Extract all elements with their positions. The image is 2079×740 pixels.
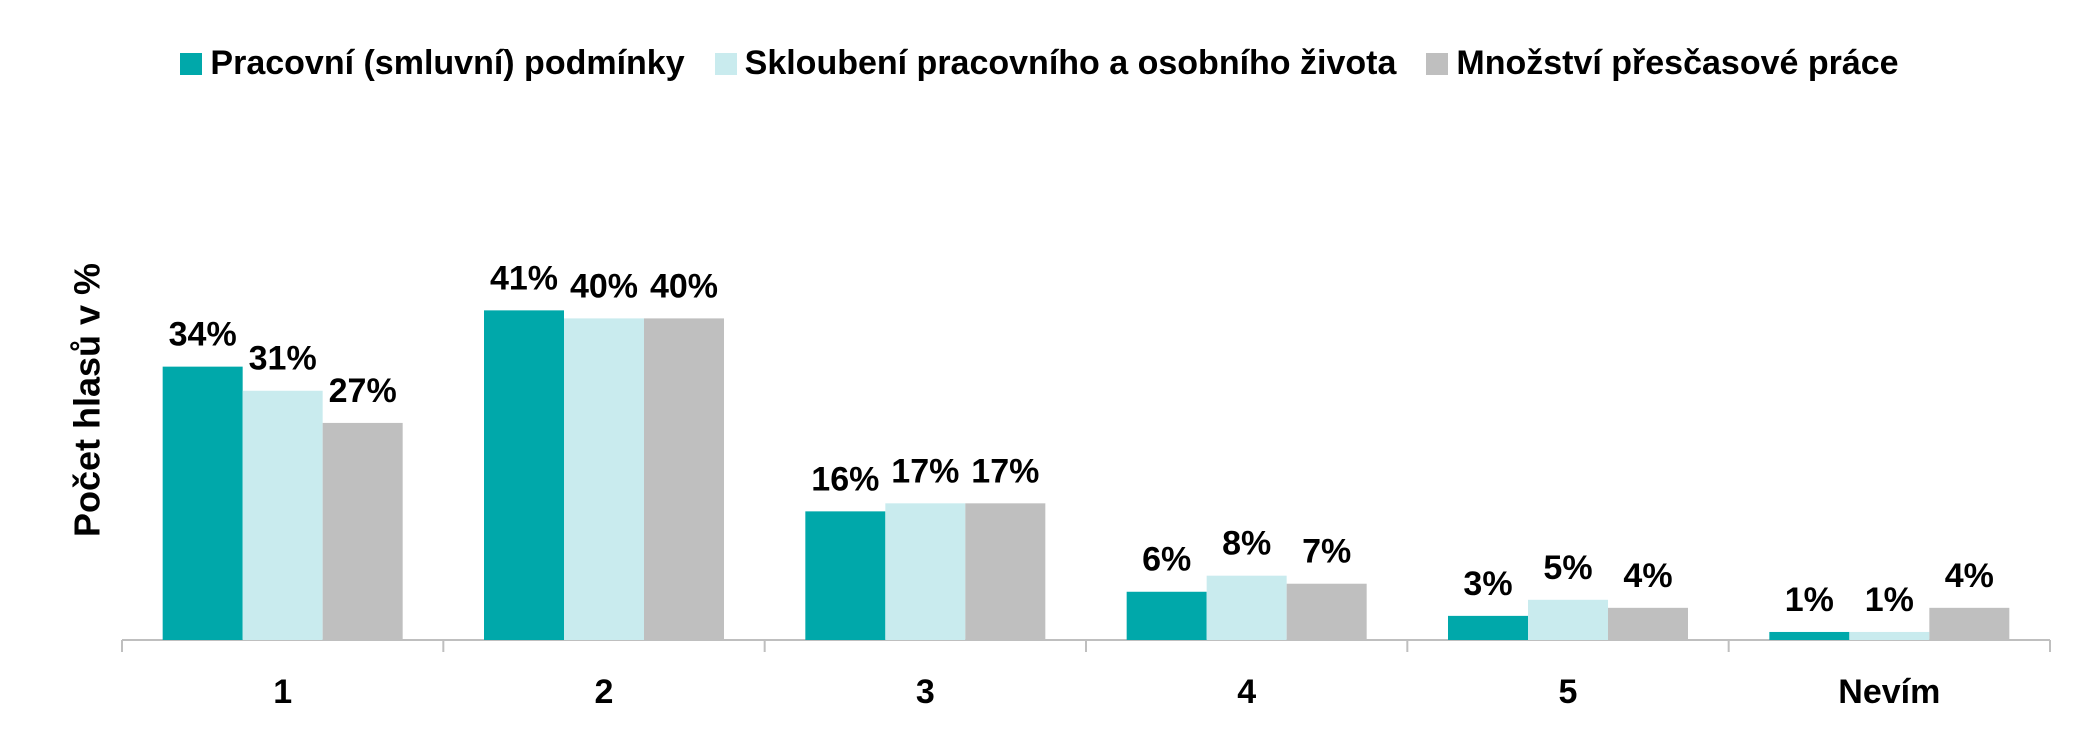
legend-item: Skloubení pracovního a osobního života [714,44,1397,83]
value-label: 40% [650,267,718,305]
x-tick-label: 3 [916,673,935,711]
bar [564,318,644,640]
value-label: 16% [811,460,879,498]
bar [644,318,724,640]
bar [322,422,403,640]
value-label: 27% [329,372,397,410]
value-label: 7% [1302,533,1351,571]
bar [965,503,1046,640]
bar [805,511,886,640]
value-label: 4% [1623,557,1672,595]
value-label: 1% [1865,581,1914,619]
x-tick-label: 5 [1559,673,1578,711]
value-label: 1% [1785,581,1834,619]
x-tick-label: 4 [1237,673,1256,711]
legend-swatch [714,52,737,75]
y-axis-label: Počet hlasů v % [67,263,108,537]
bar [484,310,564,640]
legend: Pracovní (smluvní) podmínky Skloubení pra… [0,44,2079,83]
bar [1608,607,1688,640]
bar [1929,607,2010,640]
bar [1528,599,1608,640]
value-label: 4% [1945,557,1994,595]
value-label: 8% [1222,525,1271,563]
bar [885,503,966,640]
value-label: 5% [1543,549,1592,587]
bar [242,390,323,640]
value-label: 40% [570,267,638,305]
x-tick-label: 1 [273,673,292,711]
legend-label: Pracovní (smluvní) podmínky [210,44,685,82]
bar [1769,631,1850,640]
legend-swatch [180,52,203,75]
legend-item: Pracovní (smluvní) podmínky [180,44,685,83]
x-tick-label: Nevím [1838,673,1940,711]
legend-swatch [1426,52,1449,75]
value-label: 41% [490,259,558,297]
x-tick-label: 2 [595,673,614,711]
bar [1206,575,1287,640]
bar [1849,631,1930,640]
value-label: 6% [1142,541,1191,579]
legend-label: Množství přesčasové práce [1456,44,1899,82]
value-label: 31% [249,340,317,378]
bar [1286,583,1367,640]
bar [1126,591,1207,640]
legend-label: Skloubení pracovního a osobního života [744,44,1397,82]
value-label: 34% [169,316,237,354]
value-label: 17% [971,452,1039,490]
legend-item: Množství přesčasové práce [1426,44,1899,83]
value-label: 3% [1463,565,1512,603]
value-label: 17% [891,452,959,490]
bar [162,366,243,640]
bar [1448,615,1528,640]
